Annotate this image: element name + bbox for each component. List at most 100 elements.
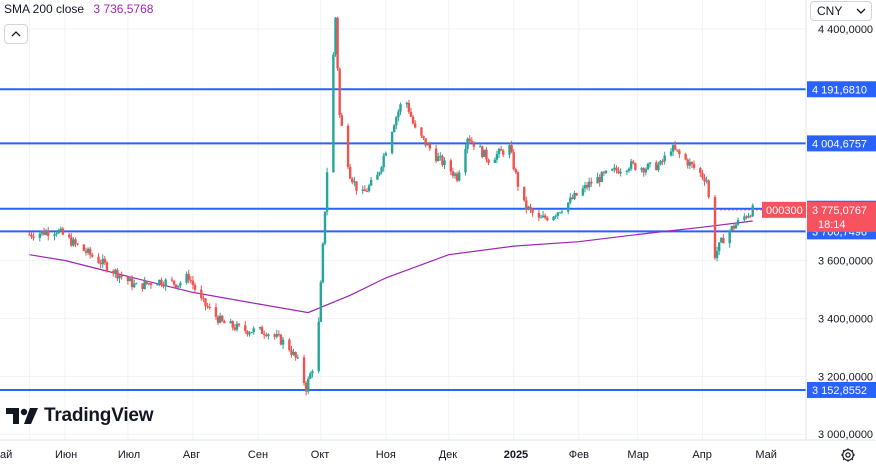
chart-settings-button[interactable] — [838, 445, 858, 465]
candle-body — [67, 234, 71, 238]
candle-body — [248, 332, 251, 335]
candle-body — [604, 170, 608, 174]
collapse-legend-button[interactable] — [4, 24, 28, 44]
level-price-label: 4 191,6810 — [812, 84, 867, 96]
candle-body — [617, 170, 620, 174]
candle-body — [355, 181, 358, 191]
candle-body — [424, 138, 427, 146]
candle-body — [172, 280, 176, 285]
level-price-tag — [807, 381, 876, 398]
candle-body — [348, 167, 352, 179]
candle-body — [99, 263, 102, 265]
candle-body — [221, 315, 224, 322]
candle-body — [323, 211, 327, 244]
candle-body — [453, 173, 457, 176]
candle-body — [231, 321, 234, 328]
candle-body — [499, 148, 503, 151]
candle-body — [722, 237, 725, 244]
level-price-label: 3 152,8552 — [812, 385, 867, 397]
candle-body — [290, 350, 293, 355]
level-price-label: 4 004,6757 — [812, 138, 867, 150]
time-tick-label: ай — [0, 449, 12, 461]
candle-body — [91, 254, 94, 257]
candle-body — [223, 321, 226, 324]
candle-body — [749, 215, 752, 217]
candle-body — [292, 352, 295, 355]
candle-body — [699, 167, 702, 174]
candle-body — [237, 323, 241, 326]
candle-body — [128, 278, 132, 282]
candle-body — [663, 155, 666, 162]
candle-body — [145, 281, 148, 284]
candle-body — [413, 123, 417, 128]
candle-body — [30, 234, 33, 237]
candle-body — [147, 283, 151, 285]
indicator-legend[interactable]: SMA 200 close 3 736,5768 — [4, 2, 153, 16]
candle-body — [369, 179, 373, 186]
tradingview-logo[interactable]: TradingView — [6, 405, 154, 427]
candle-body — [449, 160, 453, 172]
candle-body — [598, 177, 601, 183]
candle-body — [319, 282, 323, 322]
candle-body — [321, 243, 325, 283]
candle-body — [273, 334, 276, 337]
candle-body — [567, 202, 570, 212]
candle-body — [72, 239, 75, 246]
candle-body — [531, 209, 534, 213]
candle-body — [279, 334, 283, 345]
candle-body — [44, 231, 48, 235]
candle-body — [275, 334, 278, 337]
price-tick-label: 3 200,0000 — [818, 371, 873, 383]
candle-body — [156, 284, 159, 286]
price-tick-label: 3 000,0000 — [818, 429, 873, 441]
candle-body — [189, 280, 193, 282]
candle-body — [334, 17, 337, 55]
candle-body — [552, 216, 555, 221]
candle-body — [112, 270, 115, 274]
candle-body — [420, 127, 423, 136]
candle-body — [105, 262, 109, 271]
candle-body — [380, 167, 383, 173]
candle-body — [495, 153, 499, 160]
currency-label: CNY — [817, 4, 843, 18]
candle-body — [250, 332, 253, 334]
candle-body — [88, 248, 92, 255]
candle-body — [457, 172, 461, 181]
candle-body — [277, 334, 281, 336]
candle-body — [634, 163, 637, 170]
candle-body — [281, 339, 285, 345]
time-axis[interactable]: ай Июн Июл Авг Сен Окт Ноя Дек 2025 Фев Мар Апр Май — [0, 449, 777, 461]
candle-body — [114, 269, 117, 274]
candle-body — [53, 234, 56, 236]
candle-body — [743, 216, 746, 220]
candle-body — [590, 181, 593, 184]
candle-body — [611, 168, 614, 171]
candle-body — [502, 150, 505, 155]
price-axis[interactable]: 4 400,0000 3 600,0000 3 400,0000 3 200,0000… — [818, 24, 873, 441]
candle-body — [252, 328, 255, 333]
candle-body — [625, 170, 629, 173]
candle-body — [185, 273, 188, 283]
candle-body — [439, 155, 442, 157]
candle-body — [296, 357, 299, 359]
chevron-up-icon — [11, 31, 21, 37]
candle-body — [493, 159, 497, 163]
candle-body — [529, 206, 532, 210]
candle-body — [583, 185, 587, 189]
legend-value: 3 736,5768 — [93, 2, 154, 16]
candle-body — [244, 325, 247, 331]
currency-selector[interactable]: CNY — [810, 1, 872, 21]
candle-body — [627, 168, 631, 171]
candle-body — [135, 283, 138, 285]
candle-body — [351, 178, 354, 183]
candle-body — [265, 334, 268, 337]
candle-body — [32, 236, 35, 238]
time-tick-label: Апр — [692, 449, 711, 461]
candle-body — [340, 115, 343, 126]
candle-body — [141, 283, 144, 289]
candle-body — [648, 162, 652, 164]
candle-body — [629, 161, 633, 169]
candle-body — [422, 135, 425, 139]
candle-body — [61, 228, 65, 235]
